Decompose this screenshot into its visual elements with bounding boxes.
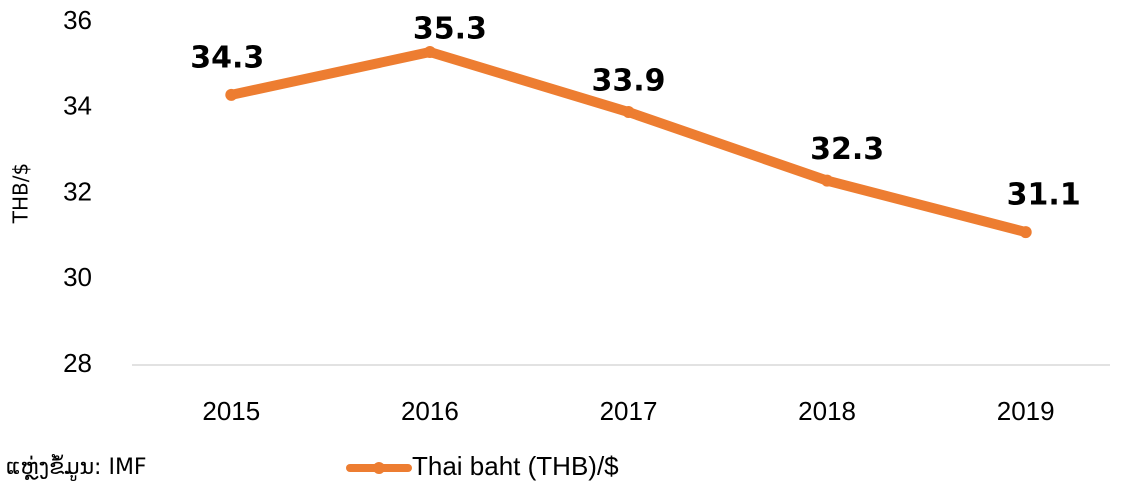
x-tick-label: 2019 [997, 396, 1055, 426]
marker [225, 88, 238, 101]
marker [1019, 226, 1032, 239]
data-label: 35.3 [413, 12, 487, 47]
legend-marker [373, 462, 385, 474]
marker [622, 106, 635, 119]
data-label: 34.3 [190, 40, 264, 75]
y-tick-label: 28 [63, 348, 92, 378]
y-tick-label: 36 [63, 5, 92, 35]
marker [423, 46, 436, 59]
marker [821, 174, 834, 187]
x-tick-label: 2016 [401, 396, 459, 426]
y-tick-label: 30 [63, 262, 92, 292]
data-label: 33.9 [591, 64, 665, 99]
x-tick-label: 2015 [202, 396, 260, 426]
x-tick-label: 2017 [600, 396, 658, 426]
x-tick-label: 2018 [798, 396, 856, 426]
y-tick-label: 32 [63, 176, 92, 206]
source-note: ແຫຼ່ງຂໍ້ມູນ: IMF [6, 455, 147, 481]
y-axis-label: THB/$ [9, 163, 33, 224]
legend-label: Thai baht (THB)/$ [412, 451, 619, 481]
y-tick-label: 34 [63, 91, 92, 121]
data-label: 32.3 [810, 132, 884, 167]
data-label: 31.1 [1007, 178, 1081, 213]
